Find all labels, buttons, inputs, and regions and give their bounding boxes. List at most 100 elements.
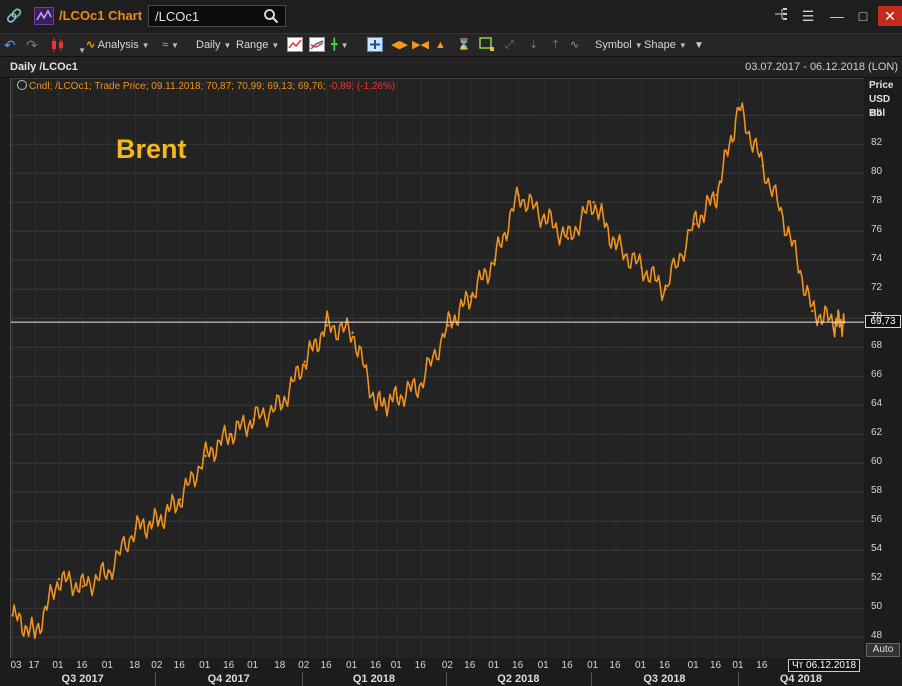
series-point (375, 404, 378, 407)
quarter-separator (445, 672, 447, 686)
x-tick-label: 01 (199, 660, 211, 671)
legend-main-text: Cndl; /LCOc1; Trade Price; 09.11.2018; 7… (29, 81, 326, 92)
x-tick-label: 02 (298, 660, 310, 671)
x-tick-label: 16 (369, 660, 382, 671)
arrow-up-icon[interactable]: ⇡ (551, 39, 561, 51)
x-tick-label: 16 (320, 660, 332, 671)
series-point (179, 498, 182, 501)
search-icon[interactable] (263, 8, 279, 24)
scroll-left-right-icon[interactable]: ◀▶ (391, 39, 408, 51)
series-point (33, 633, 37, 636)
y-tick-label: 68 (871, 340, 883, 352)
series-point (11, 614, 14, 617)
close-icon[interactable]: ✕ (878, 6, 902, 26)
overlay-icon[interactable]: ≈ ▼ (162, 39, 179, 51)
y-tick-label: 66 (871, 369, 883, 381)
legend-change-text: -0,89; (-1,26%) (328, 81, 396, 92)
y-tick-label: 62 (871, 427, 883, 439)
chevron-down-icon: ▼ (340, 41, 349, 50)
candlestick-type-icon[interactable]: ▼ (50, 37, 86, 55)
arrow-down-icon[interactable]: ⇣ (529, 39, 539, 51)
auto-scale-button[interactable]: Auto (866, 643, 900, 657)
x-tick-label: 01 (634, 660, 647, 671)
series-point (640, 266, 643, 269)
chevron-down-icon: ▼ (634, 41, 643, 50)
x-tick-label: 01 (732, 660, 744, 671)
zoom-box-icon[interactable] (367, 37, 383, 54)
chevron-down-icon: ▼ (271, 41, 280, 50)
interval-menu[interactable]: Daily ▼ (196, 37, 231, 54)
x-tick-label: 16 (76, 660, 88, 671)
drawing-icon[interactable]: ∿ (570, 39, 580, 51)
series-point (107, 570, 110, 574)
quarter-label: Q3 2017 (61, 673, 104, 685)
series-point (447, 324, 450, 327)
x-tick-label: 01 (488, 660, 500, 671)
shape-menu[interactable]: Shape ▼ (644, 37, 687, 54)
series-point (592, 201, 595, 204)
grid-layer (11, 79, 864, 658)
menu-icon[interactable]: ☰ (801, 8, 815, 24)
quarter-label: Q4 2017 (207, 673, 250, 685)
quarter-separator (302, 672, 304, 686)
brent-annotation: Brent (116, 134, 187, 164)
flow-icon-glyph (775, 8, 787, 20)
series-point (420, 382, 423, 385)
series-point (493, 259, 496, 262)
ric-search-box[interactable] (148, 5, 286, 27)
select-area-icon[interactable] (479, 37, 495, 54)
series-point (566, 237, 570, 240)
candlestick-glyph (52, 38, 63, 52)
flow-icon[interactable] (770, 6, 792, 26)
crosshair-icon[interactable]: ╋ ▼ (331, 39, 349, 51)
price-axis[interactable]: Price USD Bbl 69,73 84 82 80 78 76 74 72 70 68 66… (864, 78, 902, 658)
series-point (252, 418, 255, 421)
quarter-label: Q4 2018 (779, 673, 823, 685)
compress-vertical-icon[interactable]: ⌛ (457, 39, 471, 51)
series-layer (11, 102, 846, 640)
symbol-menu[interactable]: Symbol ▼ (595, 37, 643, 54)
x-tick-label: 16 (223, 660, 235, 671)
axis-title-line-2: USD (869, 94, 891, 105)
symbol-label: Symbol (595, 39, 632, 51)
y-tick-label: 80 (871, 166, 883, 178)
series-legend[interactable]: Cndl; /LCOc1; Trade Price; 09.11.2018; 7… (17, 80, 395, 94)
series-point (542, 215, 546, 218)
time-axis[interactable]: Чт 06.12.2018 03 17 01 16 01 18 02 16 01 16 01 18 02… (10, 658, 864, 686)
x-tick-label: 01 (52, 660, 64, 671)
scroll-up-down-icon[interactable]: ▲ (435, 39, 446, 51)
compare-chart-icon[interactable] (309, 37, 325, 54)
x-tick-label: 18 (128, 660, 141, 671)
maximize-icon[interactable]: □ (858, 8, 868, 24)
range-menu[interactable]: Range ▼ (236, 37, 279, 54)
analysis-menu[interactable]: ∿ Analysis ▼ (86, 37, 150, 54)
y-tick-label: 52 (871, 572, 883, 584)
minimize-icon[interactable]: — (830, 8, 844, 24)
undo-icon[interactable]: ↶ (4, 37, 16, 53)
compress-horizontal-icon[interactable]: ▶◀ (412, 39, 429, 51)
x-tick-label: 18 (274, 660, 286, 671)
series-point (228, 433, 231, 436)
chevron-down-icon: ▼ (141, 41, 150, 50)
brent-price-series[interactable] (11, 102, 845, 640)
link-icon[interactable]: 🔗 (6, 8, 23, 23)
y-tick-label: 78 (871, 195, 883, 207)
quarter-label: Q1 2018 (352, 673, 396, 685)
range-label: Range (236, 39, 269, 51)
series-point (303, 360, 306, 363)
quarter-separator (737, 672, 739, 686)
series-point (614, 244, 618, 247)
price-plot-area[interactable]: Cndl; /LCOc1; Trade Price; 09.11.2018; 7… (10, 78, 864, 658)
line-chart-icon[interactable] (287, 37, 303, 54)
ric-search-input[interactable] (155, 8, 259, 24)
zoom-box-glyph (367, 37, 383, 52)
x-tick-label: 01 (346, 660, 358, 671)
fit-screen-icon[interactable]: ⤢ (505, 39, 514, 51)
redo-icon[interactable]: ↷ (26, 37, 38, 53)
x-tick-label: 16 (561, 660, 573, 671)
x-tick-label: 16 (658, 660, 671, 671)
y-tick-label: 50 (871, 601, 883, 613)
y-tick-label: 48 (871, 630, 883, 642)
more-tools-icon[interactable]: ▼ (694, 40, 704, 51)
axis-title-line-1: Price (869, 80, 894, 91)
